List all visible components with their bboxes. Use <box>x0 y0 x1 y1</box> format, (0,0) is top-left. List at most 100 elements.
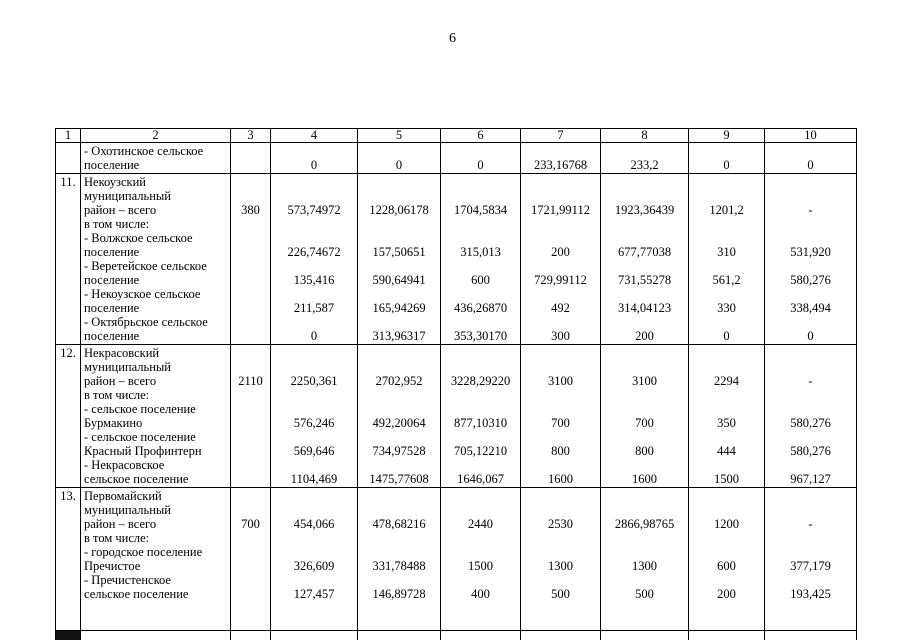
text-line: 314,04123 <box>617 301 672 315</box>
text-line <box>765 346 856 360</box>
text-line <box>689 601 764 615</box>
text-line <box>271 346 357 360</box>
text-line: Первомайский <box>84 489 162 503</box>
text-line <box>441 503 520 517</box>
data-table: 1 2 3 4 5 6 7 8 9 10 - Охотинское сельское поселен… <box>55 128 857 640</box>
text-line: 454,066 <box>293 517 335 531</box>
text-line <box>601 489 688 503</box>
value-cell-c9: 0 <box>688 142 765 174</box>
text-line <box>765 615 856 629</box>
text-line: 146,89728 <box>372 587 426 601</box>
text-line <box>358 632 440 640</box>
text-line <box>765 503 856 517</box>
text-line <box>358 217 440 231</box>
text-line: поселение <box>84 273 140 287</box>
text-line <box>765 231 856 245</box>
text-line: 0 <box>310 158 318 172</box>
value-cell-c3: 380 <box>230 173 271 345</box>
text-line: Бурмакино <box>84 416 143 430</box>
text-line: 700 <box>241 517 260 531</box>
text-line: 1201,2 <box>709 203 744 217</box>
text-line <box>358 545 440 559</box>
text-line <box>358 231 440 245</box>
text-line <box>765 259 856 273</box>
table-row: 11. Некоузский муниципальный район – всего в… <box>55 173 857 345</box>
text-line <box>689 531 764 545</box>
text-line: 3228,29220 <box>450 374 511 388</box>
table-row: 13. Первомайский муниципальный район – всег… <box>55 487 857 631</box>
text-line <box>601 632 688 640</box>
text-line <box>521 458 600 472</box>
text-line: 165,94269 <box>372 301 426 315</box>
text-line: 444 <box>717 444 736 458</box>
text-line: 0 <box>310 329 318 343</box>
text-line <box>601 573 688 587</box>
text-line <box>521 531 600 545</box>
text-line <box>84 615 228 629</box>
text-line <box>271 144 357 158</box>
value-cell-c4: 0 <box>270 142 358 174</box>
text-line: 3100 <box>548 374 573 388</box>
text-line <box>441 144 520 158</box>
text-line <box>601 388 688 402</box>
text-line <box>689 632 764 640</box>
text-line: 729,99112 <box>534 273 587 287</box>
value-cell-c4: 2250,361 576,246 569,646 1104,469 <box>270 344 358 488</box>
text-line <box>689 573 764 587</box>
text-line <box>441 287 520 301</box>
text-line <box>231 503 270 517</box>
value-cell-c10: 0 <box>764 142 857 174</box>
value-cell-c9 <box>688 630 765 640</box>
text-line <box>231 217 270 231</box>
text-line: район – всего <box>84 203 157 217</box>
value-cell-c5 <box>357 630 441 640</box>
text-line <box>765 388 856 402</box>
text-line <box>601 601 688 615</box>
territory-name-cell: Некрасовский муниципальный район – всего в … <box>80 344 231 488</box>
text-line <box>521 217 600 231</box>
value-cell-c3 <box>230 142 271 174</box>
text-line <box>441 601 520 615</box>
text-line: 436,26870 <box>453 301 508 315</box>
text-line <box>231 573 270 587</box>
text-line <box>231 489 270 503</box>
text-line <box>231 245 270 259</box>
text-line <box>689 287 764 301</box>
text-line <box>521 601 600 615</box>
text-line: 1600 <box>632 472 657 486</box>
text-line <box>358 259 440 273</box>
text-line <box>231 430 270 444</box>
column-header: 10 <box>764 128 857 143</box>
text-line <box>765 144 856 158</box>
text-line <box>231 587 270 601</box>
text-line <box>271 430 357 444</box>
text-line: - Веретейское сельское <box>84 259 207 273</box>
text-line <box>521 573 600 587</box>
text-line <box>601 458 688 472</box>
text-line <box>271 573 357 587</box>
text-line <box>689 402 764 416</box>
text-line: 2250,361 <box>290 374 338 388</box>
text-line <box>271 175 357 189</box>
table-row: - Охотинское сельское поселение 0 0 0 233… <box>55 142 857 174</box>
table-row <box>55 630 857 640</box>
page-number: 6 <box>449 31 456 46</box>
text-line: 233,16768 <box>533 158 588 172</box>
text-line <box>521 315 600 329</box>
text-line: 2530 <box>548 517 573 531</box>
text-line <box>441 402 520 416</box>
text-line <box>689 189 764 203</box>
text-line <box>358 601 440 615</box>
row-number-cell: 13. <box>55 487 81 631</box>
text-line <box>271 503 357 517</box>
text-line <box>765 360 856 374</box>
text-line <box>358 615 440 629</box>
text-line: - сельское поселение <box>84 430 196 444</box>
text-line <box>765 601 856 615</box>
text-line: муниципальный <box>84 503 171 517</box>
text-line: 338,494 <box>790 301 831 315</box>
value-cell-c4: 454,066 326,609 127,457 <box>270 487 358 631</box>
column-header: 5 <box>357 128 441 143</box>
text-line: 400 <box>471 587 490 601</box>
